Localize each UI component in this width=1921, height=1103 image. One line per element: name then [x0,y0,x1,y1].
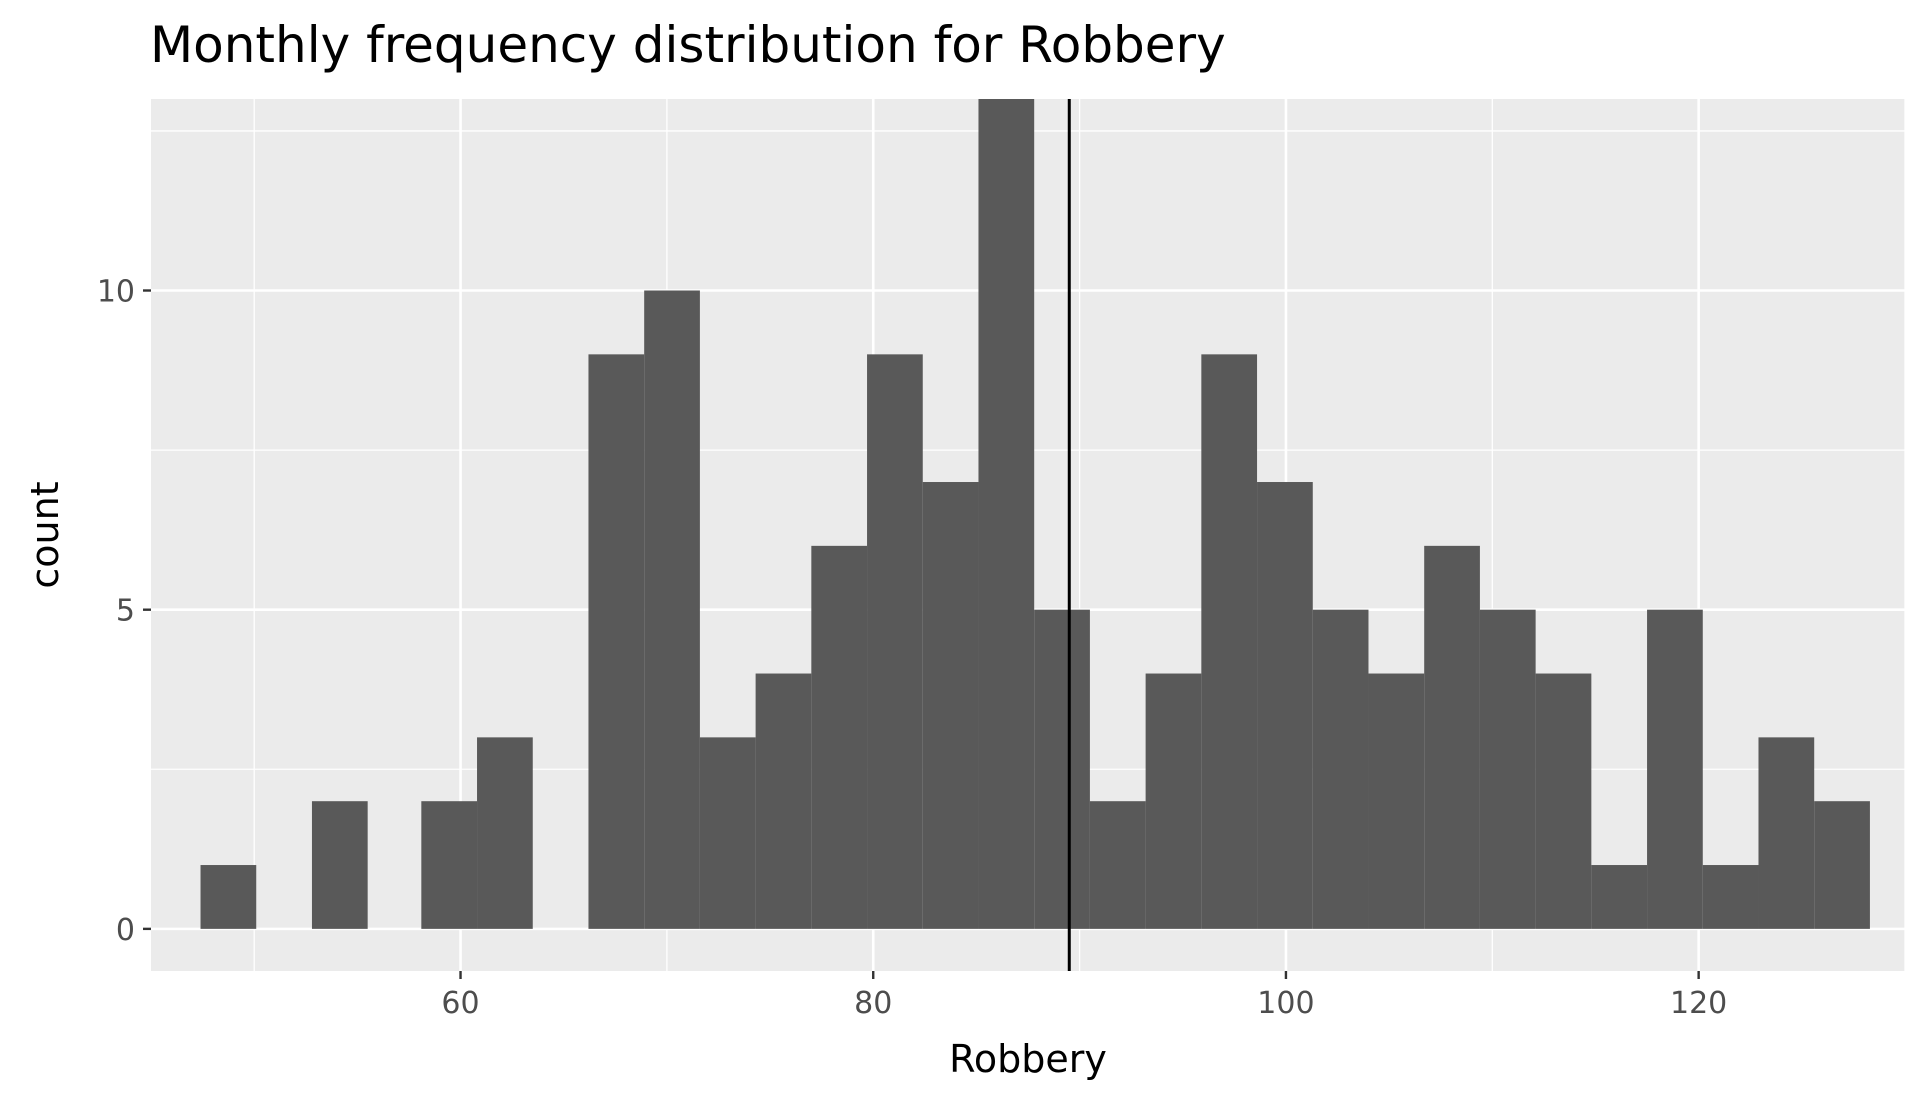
histogram-bar [1814,801,1870,929]
histogram-bar [311,801,368,929]
histogram-bar [1591,865,1648,929]
x-tick-label: 60 [441,986,479,1021]
histogram-bar [1758,737,1815,929]
histogram-bar [1424,545,1480,929]
histogram-bar [200,865,257,929]
histogram-bar [477,737,533,929]
histogram-bar [1145,673,1202,929]
y-axis: 0 5 10 [97,275,151,948]
x-tick-label: 100 [1257,986,1314,1021]
histogram-bar [1257,482,1313,929]
y-tick-label: 5 [116,594,135,629]
histogram-bar [1479,609,1536,929]
histogram-bar [1647,609,1703,929]
histogram-bar [1089,801,1146,929]
chart-title: Monthly frequency distribution for Robbe… [150,16,1226,74]
histogram-bar [588,354,645,929]
x-axis-title: Robbery [949,1037,1107,1081]
x-tick-label: 80 [854,986,892,1021]
histogram-bar [644,290,700,929]
histogram-bar [1702,865,1759,929]
histogram-bar [1201,354,1258,929]
x-axis: 60 80 100 120 [441,971,1727,1021]
histogram-bar [1535,673,1592,929]
histogram-bar [1312,609,1369,929]
histogram-bar [1368,673,1425,929]
histogram-bar [755,673,812,929]
histogram-bar [699,737,756,929]
histogram-bar [922,482,979,929]
histogram-bar [811,545,868,929]
histogram-bar [867,354,923,929]
y-tick-label: 10 [97,275,135,310]
histogram-bar [1034,609,1090,929]
x-tick-label: 120 [1670,986,1727,1021]
histogram-bar [978,99,1035,929]
y-axis-title: count [23,481,67,588]
y-tick-label: 0 [116,913,135,948]
histogram-bars [200,99,1870,929]
histogram-bar [421,801,478,929]
